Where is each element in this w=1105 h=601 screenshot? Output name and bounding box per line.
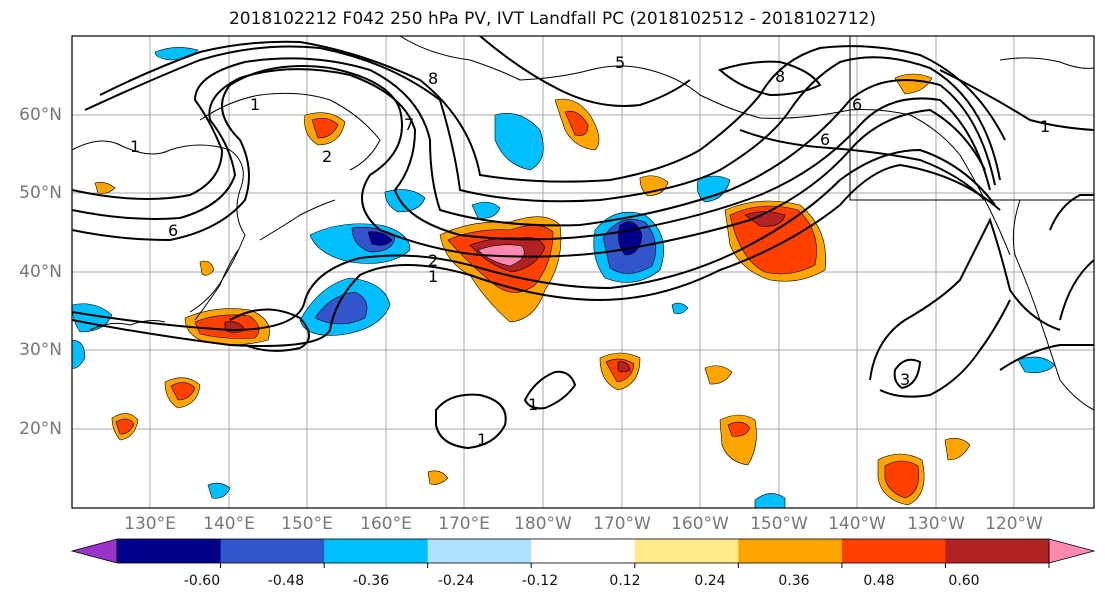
colorbar-segment — [220, 539, 325, 563]
contour-label: 1 — [477, 430, 487, 449]
contour-label: 1 — [428, 267, 438, 286]
lat-tick-label: 20°N — [19, 419, 62, 439]
colorbar-tick-label: -0.12 — [521, 573, 559, 589]
contour-label: 6 — [852, 95, 862, 114]
colorbar-tick-label: -0.60 — [183, 573, 221, 589]
colorbar-segment — [117, 539, 222, 563]
colorbar-tick-label: 0.48 — [863, 573, 895, 589]
colorbar — [70, 538, 1096, 568]
contour-label: 3 — [900, 370, 910, 389]
colorbar-extend-low — [70, 538, 118, 564]
figure-title: 2018102212 F042 250 hPa PV, IVT Landfall… — [228, 9, 876, 29]
colorbar-segment — [531, 539, 636, 563]
contour-label: 1 — [1040, 117, 1050, 136]
colorbar-tick-label: 0.24 — [694, 573, 726, 589]
colorbar-extend-high — [1048, 538, 1096, 564]
colorbar-tick-label: -0.48 — [267, 573, 305, 589]
lon-tick-label: 140°E — [203, 514, 255, 534]
lon-tick-label: 170°W — [593, 514, 651, 534]
lon-tick-label: 130°E — [124, 514, 176, 534]
lon-tick-label: 160°E — [360, 514, 412, 534]
lon-tick-label: 170°E — [438, 514, 490, 534]
colorbar-tick-label: -0.36 — [352, 573, 390, 589]
contour-label: 7 — [404, 115, 414, 134]
contour-label: 1 — [528, 395, 538, 414]
contour-label: 2 — [428, 251, 438, 270]
lon-tick-label: 150°E — [281, 514, 333, 534]
lat-tick-label: 50°N — [19, 183, 62, 203]
contour-label: 8 — [775, 67, 785, 86]
lat-tick-label: 30°N — [19, 340, 62, 360]
contour-label: 5 — [615, 53, 625, 72]
contour-labels: 1 8 6 7 2 5 6 1 1 8 6 1 2 1 1 3 — [130, 53, 1050, 449]
colorbar-segment — [324, 539, 429, 563]
lat-tick-label: 40°N — [19, 262, 62, 282]
lon-tick-label: 150°W — [750, 514, 808, 534]
lon-tick-label: 130°W — [907, 514, 965, 534]
colorbar-segment — [841, 539, 946, 563]
colorbar-segment — [738, 539, 843, 563]
colorbar-tick-label: 0.60 — [948, 573, 980, 589]
pv-contours — [72, 36, 1094, 450]
lon-tick-label: 120°W — [985, 514, 1043, 534]
colorbar-frame — [116, 538, 1050, 564]
contour-label: 8 — [428, 69, 438, 88]
map-frame — [71, 35, 1095, 509]
contour-label: 1 — [130, 137, 140, 156]
lon-tick-label: 180°W — [514, 514, 572, 534]
lon-tick-label: 160°W — [671, 514, 729, 534]
colorbar-segment — [634, 539, 739, 563]
pv-anomaly-shading — [72, 47, 1056, 508]
lon-tick-label: 140°W — [828, 514, 886, 534]
colorbar-tick-label: 0.36 — [778, 573, 810, 589]
contour-label: 6 — [820, 130, 830, 149]
contour-label: 6 — [168, 221, 178, 240]
contour-label: 1 — [250, 95, 260, 114]
contour-label: 2 — [322, 147, 332, 166]
colorbar-segment — [945, 539, 1050, 563]
lat-tick-label: 60°N — [19, 105, 62, 125]
coastlines — [72, 36, 1094, 411]
colorbar-segment — [427, 539, 532, 563]
colorbar-tick-label: 0.12 — [609, 573, 641, 589]
colorbar-tick-label: -0.24 — [437, 573, 475, 589]
